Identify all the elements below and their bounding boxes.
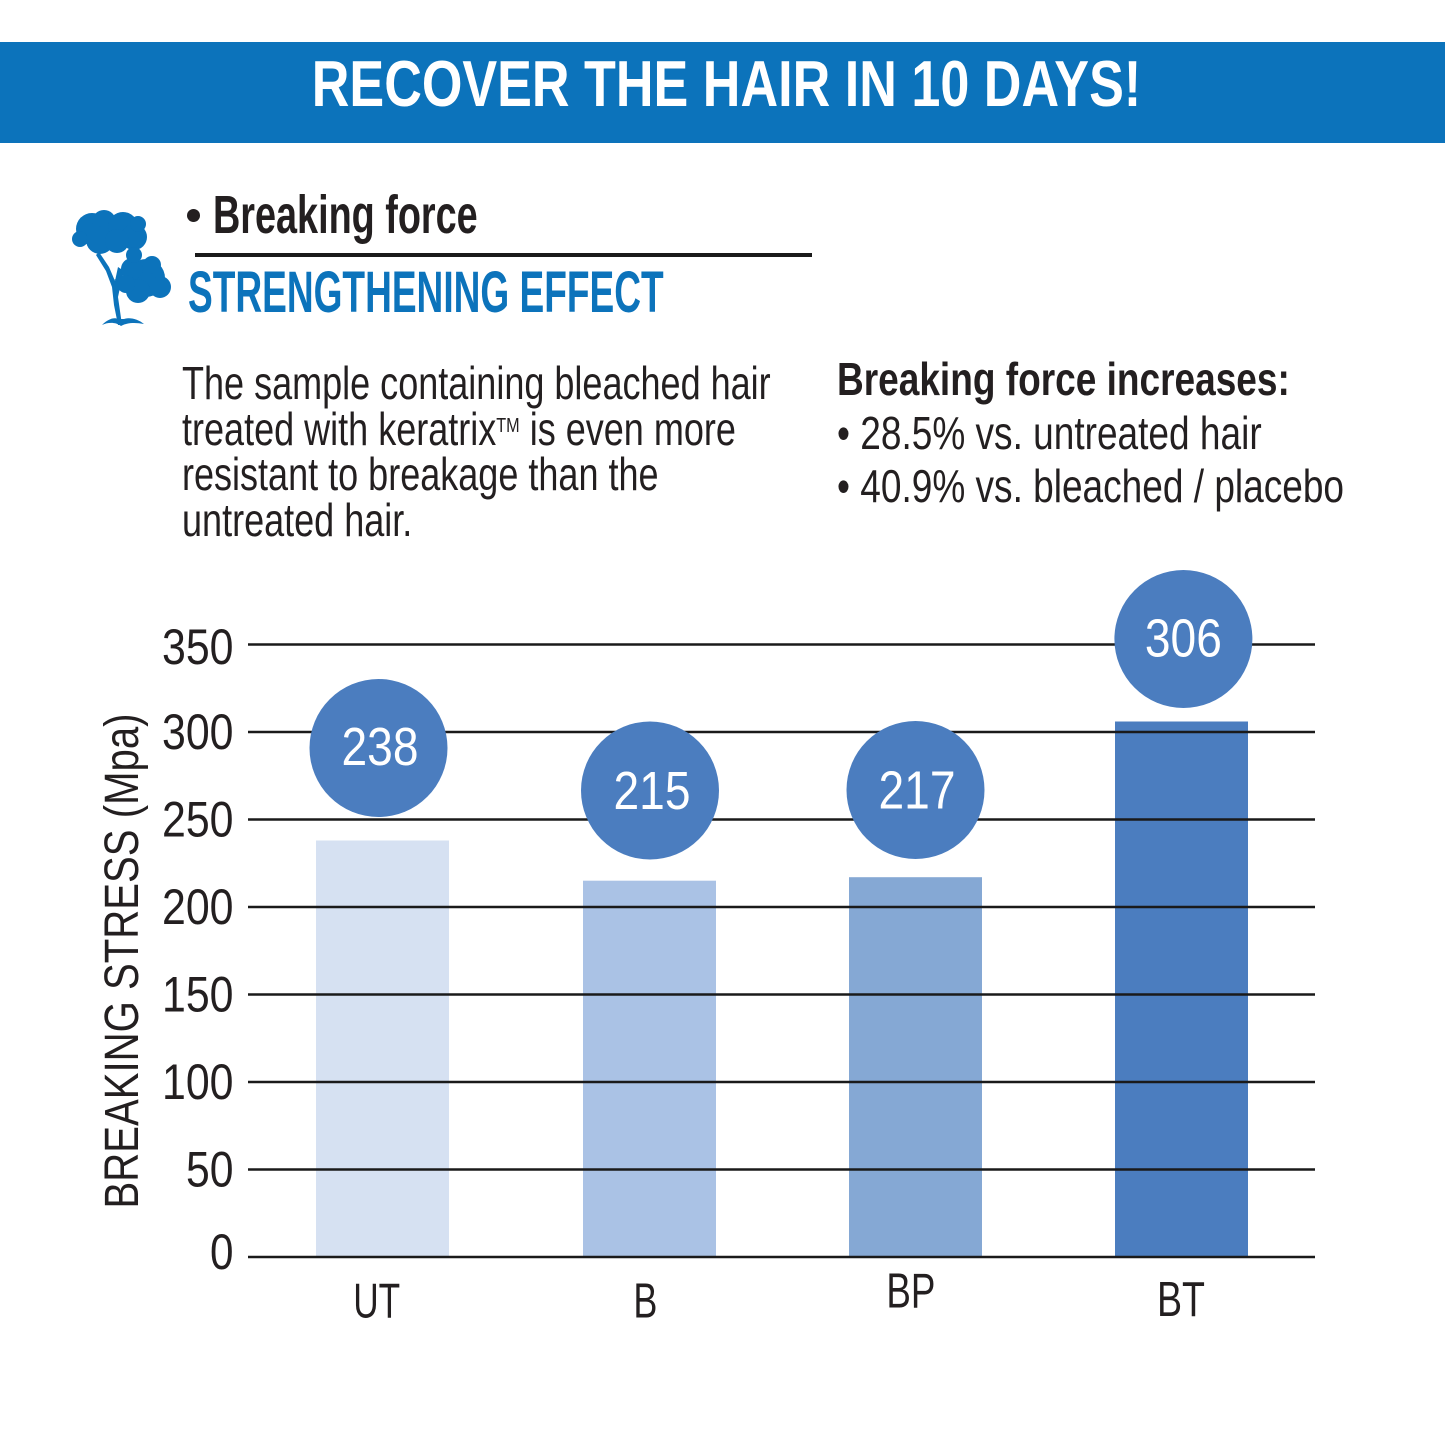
svg-text:BREAKING STRESS (Mpa): BREAKING STRESS (Mpa) <box>96 714 149 1209</box>
svg-text:215: 215 <box>614 761 691 821</box>
svg-text:100: 100 <box>162 1054 234 1110</box>
svg-text:306: 306 <box>1145 608 1222 668</box>
svg-text:350: 350 <box>162 619 234 675</box>
svg-text:BT: BT <box>1157 1273 1205 1327</box>
svg-text:UT: UT <box>353 1275 400 1329</box>
svg-text:217: 217 <box>879 760 956 820</box>
svg-text:200: 200 <box>162 879 234 935</box>
svg-text:300: 300 <box>162 704 234 760</box>
svg-text:B: B <box>633 1275 657 1329</box>
svg-text:BP: BP <box>886 1265 935 1319</box>
svg-text:50: 50 <box>186 1142 234 1198</box>
svg-text:0: 0 <box>210 1224 234 1280</box>
svg-text:250: 250 <box>162 792 234 848</box>
svg-text:238: 238 <box>342 717 419 777</box>
svg-text:150: 150 <box>162 967 234 1023</box>
